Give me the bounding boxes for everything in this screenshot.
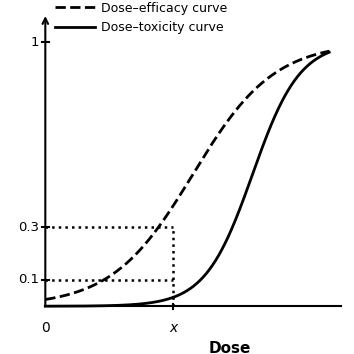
Legend: Dose–efficacy curve, Dose–toxicity curve: Dose–efficacy curve, Dose–toxicity curve	[55, 2, 227, 34]
Line: Dose–toxicity curve: Dose–toxicity curve	[45, 52, 329, 306]
Dose–efficacy curve	[72, 291, 76, 295]
Dose–efficacy curve	[158, 223, 162, 227]
Dose–efficacy curve	[168, 208, 172, 212]
Dose–toxicity curve	[168, 296, 172, 301]
Text: x: x	[169, 321, 177, 335]
Dose–efficacy curve	[238, 103, 242, 107]
Text: Dose: Dose	[209, 341, 251, 354]
Dose–toxicity curve	[270, 121, 274, 125]
Line: Dose–efficacy curve: Dose–efficacy curve	[45, 51, 329, 299]
Text: 0.1: 0.1	[18, 273, 39, 286]
Text: 0.3: 0.3	[18, 221, 39, 234]
Dose–toxicity curve	[43, 304, 47, 308]
Dose–toxicity curve	[72, 304, 76, 308]
Text: 1: 1	[30, 36, 39, 49]
Dose–efficacy curve	[327, 49, 331, 53]
Dose–efficacy curve	[43, 297, 47, 302]
Dose–efficacy curve	[264, 77, 269, 81]
Dose–toxicity curve	[327, 50, 331, 55]
Dose–efficacy curve	[270, 73, 274, 78]
Dose–toxicity curve	[158, 299, 162, 303]
Dose–toxicity curve	[238, 206, 242, 210]
Dose–toxicity curve	[264, 134, 269, 138]
Text: 0: 0	[41, 321, 50, 335]
